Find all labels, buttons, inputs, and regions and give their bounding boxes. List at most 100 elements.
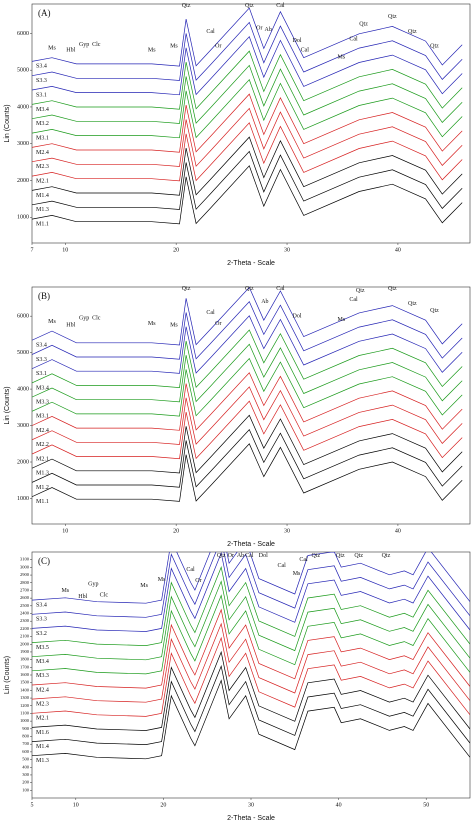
peak-label: Ms: [48, 319, 56, 325]
xrd-trace: [32, 580, 470, 661]
peak-label: Cal: [186, 567, 195, 573]
y-axis-label: Lin (Counts): [4, 386, 11, 424]
trace-label: S3.4: [36, 602, 47, 608]
trace-label: M3.1: [36, 414, 49, 420]
trace-label: M2.4: [36, 687, 49, 693]
y-tick-label: 2700: [20, 587, 30, 592]
y-tick-label: 1900: [20, 649, 30, 654]
y-axis-label: Lin (Counts): [4, 656, 11, 694]
trace-label: M1.6: [36, 730, 49, 736]
trace-label: M1.3: [36, 207, 49, 213]
y-tick-label: 2000: [17, 459, 29, 465]
plot-area: M1.1 M1.3 M1.4 M2.1 M2.3 M2.4 M3.1 M3.2 M3.4 S3.1…: [32, 7, 463, 227]
peak-label: Ms: [170, 44, 178, 50]
peak-label: Hbl: [78, 594, 87, 600]
trace-label: M3.1: [36, 135, 49, 141]
trace-label: M2.4: [36, 150, 49, 156]
peak-label: Qtz: [356, 288, 365, 294]
xrd-trace: [32, 664, 470, 745]
y-tick-label: 1500: [20, 680, 30, 685]
peak-label: Cal: [276, 286, 285, 292]
peak-label: Or: [256, 25, 262, 31]
x-tick-label: 30: [284, 528, 290, 534]
peak-label: Qtz: [217, 553, 226, 559]
xrd-trace: [32, 36, 463, 96]
peak-label: Ms: [293, 571, 301, 577]
xrd-trace: [32, 50, 463, 110]
y-tick-label: 1300: [20, 695, 30, 700]
trace-label: S3.2: [36, 631, 47, 637]
xrd-trace: [32, 122, 463, 182]
y-tick-label: 3100: [20, 557, 30, 562]
y-tick-label: 3000: [17, 141, 29, 147]
xrd-trace: [32, 608, 470, 689]
peak-label: Qtz: [388, 14, 397, 20]
trace-label: S3.4: [36, 343, 47, 349]
xrd-trace: [32, 21, 463, 81]
peak-label: Clc: [92, 42, 101, 48]
plot-area: M1.1 M1.2 M1.3 M2.1 M2.2 M2.4 M3.1 M3.3 M3.4 S3.1…: [32, 287, 463, 505]
trace-label: M1.2: [36, 485, 49, 491]
peak-label: Qtz: [382, 553, 391, 559]
trace-label: M1.4: [36, 193, 49, 199]
peak-label: Ms: [48, 45, 56, 51]
peak-label: Dol: [293, 314, 302, 320]
peak-label: Or: [228, 553, 234, 559]
y-tick-label: 900: [22, 726, 30, 731]
y-tick-label: 1200: [20, 703, 30, 708]
xrd-trace: [32, 565, 470, 646]
peak-label: Qtz: [388, 286, 397, 292]
x-tick-label: 7: [31, 247, 34, 253]
panel-label: (B): [38, 291, 50, 301]
xrd-trace: [32, 443, 463, 502]
x-tick-label: 10: [73, 802, 79, 808]
panel-label: (C): [38, 556, 50, 566]
trace-label: M2.2: [36, 442, 49, 448]
xrd-trace: [32, 679, 470, 760]
trace-label: M2.1: [36, 716, 49, 722]
y-tick-label: 100: [22, 787, 30, 792]
peak-label: Cal: [206, 310, 215, 316]
trace-label: M3.3: [36, 399, 49, 405]
xrd-trace: [32, 150, 463, 210]
peak-label: Gyp: [79, 42, 89, 48]
peak-label: Dol: [293, 38, 302, 44]
trace-label: S3.3: [36, 617, 47, 623]
x-tick-label: 20: [160, 802, 166, 808]
trace-label: M1.3: [36, 758, 49, 764]
trace-label: S3.1: [36, 92, 47, 98]
peak-label: Gyp: [88, 582, 98, 588]
trace-label: M1.1: [36, 499, 49, 505]
y-tick-label: 1000: [17, 215, 29, 221]
peak-label: Cal: [299, 557, 308, 563]
y-tick-label: 4000: [17, 104, 29, 110]
xrd-trace: [32, 386, 463, 445]
xrd-trace: [32, 329, 463, 389]
trace-label: S3.3: [36, 78, 47, 84]
peak-label: Cal: [245, 553, 254, 559]
xrd-trace: [32, 165, 463, 225]
peak-label: Cal: [277, 563, 286, 569]
xrd-trace: [32, 552, 470, 632]
peak-label: Or: [195, 578, 201, 584]
xrd-trace: [32, 650, 470, 731]
x-tick-label: 50: [423, 802, 429, 808]
x-tick-label: 20: [173, 247, 179, 253]
xrd-trace: [32, 93, 463, 153]
y-tick-label: 1600: [20, 672, 30, 677]
peak-label: Qtz: [311, 553, 320, 559]
peak-label: Ms: [338, 55, 346, 61]
peak-label: Ms: [61, 588, 69, 594]
y-tick-label: 2600: [20, 595, 30, 600]
x-tick-label: 5: [31, 802, 34, 808]
xrd-trace: [32, 594, 470, 675]
plot-frame: [31, 3, 471, 244]
peak-label: Cal: [349, 36, 358, 42]
trace-label: M1.4: [36, 744, 49, 750]
x-tick-label: 30: [284, 247, 290, 253]
xrd-trace: [32, 357, 463, 417]
xrd-trace: [32, 343, 463, 403]
trace-label: M1.3: [36, 471, 49, 477]
y-tick-label: 1800: [20, 657, 30, 662]
peak-label: Cal: [349, 297, 358, 303]
